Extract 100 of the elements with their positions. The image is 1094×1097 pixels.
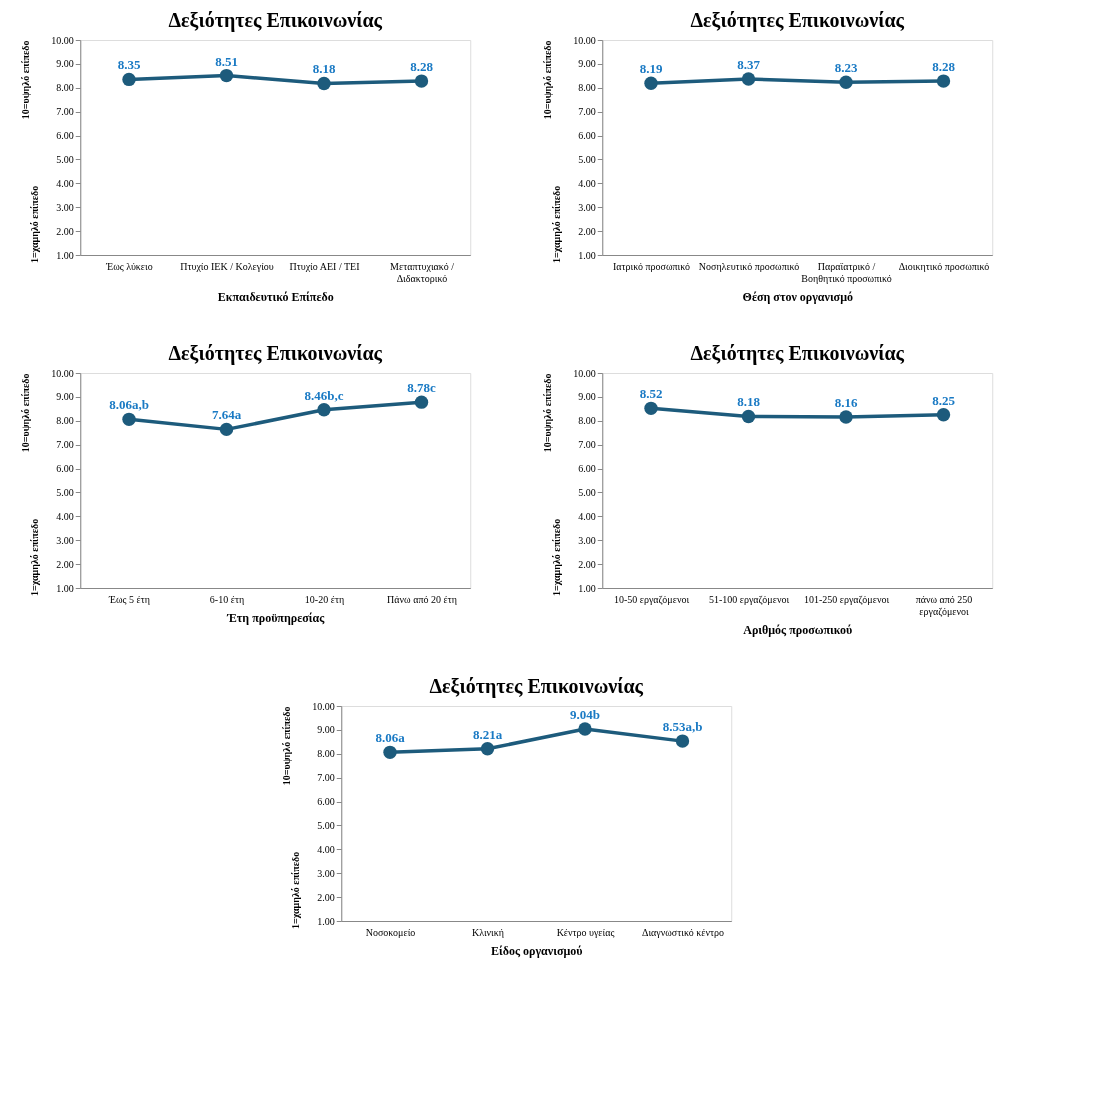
x-tick-label: Παραϊατρικό / Βοηθητικό προσωπικό (801, 260, 892, 284)
point (675, 734, 690, 748)
y-tick-label: 5.00 (56, 486, 74, 498)
point (219, 422, 234, 437)
text: 1=χαμηλό επίπεδο (551, 185, 563, 263)
x-axis-title: Αριθμός προσωπικού (743, 622, 853, 637)
y-tick-label: 3.00 (56, 201, 74, 213)
y-tick-label: 6.00 (56, 130, 74, 142)
y-tick-label: 8.00 (578, 82, 596, 94)
y-tick-label: 1.00 (56, 582, 74, 594)
y-tick-label: 2.00 (56, 225, 74, 237)
y-tick-label: 5.00 (56, 153, 74, 165)
x-tick-label: Μεταπτυχιακό / Διδακτορικό (390, 260, 455, 284)
data-label: 8.23 (834, 60, 858, 76)
chart-title: Δεξιότητες Επικοινωνίας (690, 342, 905, 365)
data-label: 8.28 (410, 59, 434, 75)
text: 1=χαμηλό επίπεδο (551, 518, 563, 596)
y-tick-label: 3.00 (578, 201, 596, 213)
x-tick-label: Πτυχίο ΑΕΙ / ΤΕΙ (289, 260, 360, 272)
y-tick-label: 3.00 (578, 534, 596, 546)
y-tick-label: 8.00 (56, 82, 74, 94)
y-tick-label: 8.00 (578, 415, 596, 427)
y-axis-title: 10=υψηλό επίπεδο (542, 40, 554, 120)
y-tick-label: 9.00 (56, 391, 74, 403)
data-label: 8.16 (834, 394, 858, 410)
data-label: 8.37 (737, 56, 761, 72)
data-label: 8.06a,b (109, 397, 149, 413)
y-tick-label: 6.00 (317, 796, 335, 808)
text: 1=χαμηλό επίπεδο (290, 851, 302, 929)
x-tick-label: 6-10 έτη (209, 593, 245, 605)
data-label: 8.06a (375, 730, 406, 746)
y-tick-label: 5.00 (578, 486, 596, 498)
y-tick-label: 1.00 (578, 582, 596, 594)
y-tick-label: 4.00 (578, 510, 596, 522)
data-label: 8.19 (639, 61, 663, 77)
text: 1=χαμηλό επίπεδο (29, 518, 41, 596)
y-tick-label: 7.00 (56, 106, 74, 118)
y-tick-label: 6.00 (578, 130, 596, 142)
point (317, 403, 331, 417)
y-tick-label: 5.00 (578, 153, 596, 165)
y-axis-title: 10=υψηλό επίπεδο (542, 373, 554, 453)
data-label: 8.18 (737, 394, 761, 410)
y-tick-label: 1.00 (578, 249, 596, 261)
x-axis-title: Θέση στον οργανισμό (742, 289, 853, 304)
y-tick-label: 7.00 (578, 439, 596, 451)
data-label: 8.35 (117, 57, 141, 73)
data-label: 8.53a,b (662, 719, 703, 735)
data-label: 8.21a (472, 726, 503, 742)
chart-title: Δεξιότητες Επικοινωνίας (168, 342, 383, 365)
y-tick-label: 1.00 (56, 249, 74, 261)
y-tick-label: 10.00 (51, 367, 74, 379)
y-tick-label: 10.00 (51, 34, 74, 46)
data-label: 8.18 (312, 61, 336, 77)
x-tick-label: Πάνω από 20 έτη (387, 593, 457, 605)
point (578, 722, 592, 736)
y-tick-label: 9.00 (317, 724, 335, 736)
y-tick-label: 4.00 (317, 843, 335, 855)
x-tick-label: Νοσηλευτικό προσωπικό (698, 260, 800, 272)
y-tick-label: 2.00 (56, 558, 74, 570)
y-tick-label: 2.00 (317, 891, 335, 903)
x-tick-label: 10-20 έτη (304, 593, 345, 605)
y-tick-label: 2.00 (578, 558, 596, 570)
data-label: 8.25 (932, 392, 956, 408)
data-label: 7.64a (211, 407, 242, 423)
point (480, 742, 495, 756)
y-tick-label: 8.00 (56, 415, 74, 427)
y-tick-label: 9.00 (578, 58, 596, 70)
point (741, 409, 756, 424)
point (383, 745, 397, 760)
y-tick-label: 7.00 (578, 106, 596, 118)
y-tick-label: 6.00 (578, 463, 596, 475)
y-tick-label: 5.00 (317, 819, 335, 831)
y-axis-title: 10=υψηλό επίπεδο (281, 706, 293, 786)
x-tick-label: Διαγνωστικό κέντρο (641, 926, 725, 938)
x-tick-label: Ιατρικό προσωπικό (612, 260, 691, 272)
chart-title: Δεξιότητες Επικοινωνίας (168, 9, 383, 32)
data-label: 8.52 (639, 386, 663, 402)
point (414, 74, 429, 88)
y-tick-label: 4.00 (56, 510, 74, 522)
x-tick-label: Έως λύκειο (105, 260, 153, 272)
y-tick-label: 3.00 (56, 534, 74, 546)
x-tick-label: Διοικητικό προσωπικό (898, 260, 990, 272)
y-tick-label: 10.00 (312, 700, 335, 712)
data-label: 8.28 (932, 59, 956, 75)
point (839, 410, 853, 424)
point (936, 408, 951, 422)
y-tick-label: 10.00 (573, 367, 596, 379)
x-tick-label: 101-250 εργαζόμενοι (803, 593, 890, 606)
point (219, 68, 234, 83)
y-tick-label: 2.00 (578, 225, 596, 237)
chart-title: Δεξιότητες Επικοινωνίας (429, 675, 644, 698)
x-tick-label: 10-50 εργαζόμενοι (613, 593, 690, 606)
point (122, 72, 136, 87)
y-tick-label: 4.00 (56, 177, 74, 189)
x-axis-title: Έτη προϋπηρεσίας (226, 610, 326, 625)
y-tick-label: 8.00 (317, 748, 335, 760)
point (414, 395, 429, 409)
data-label: 9.04b (570, 706, 600, 722)
y-axis-title: 10=υψηλό επίπεδο (20, 373, 32, 453)
x-tick-label: 51-100 εργαζόμενοι (708, 593, 790, 606)
